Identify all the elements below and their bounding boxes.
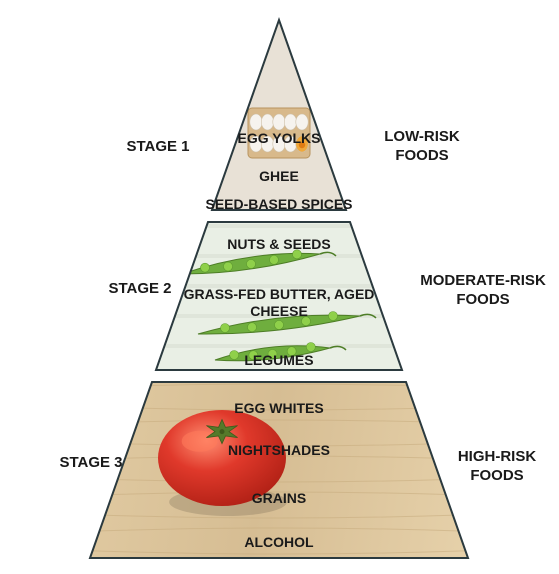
stage-label-3: STAGE 3	[46, 454, 136, 473]
food-item: LEGUMES	[244, 352, 313, 369]
risk-label-2: MODERATE-RISK FOODS	[418, 272, 548, 310]
food-item: GRASS-FED BUTTER, AGED CHEESE	[169, 286, 389, 320]
stage-label-1: STAGE 1	[118, 138, 198, 157]
food-item: NUTS & SEEDS	[227, 236, 330, 253]
food-item: EGG YOLKS	[238, 130, 321, 147]
food-item: ALCOHOL	[244, 534, 313, 551]
risk-label-3: HIGH-RISK FOODS	[442, 448, 552, 486]
risk-label-1: LOW-RISK FOODS	[362, 128, 482, 166]
food-item: GRAINS	[252, 490, 306, 507]
stage-label-2: STAGE 2	[100, 280, 180, 299]
food-item: NIGHTSHADES	[228, 442, 330, 459]
food-item: GHEE	[259, 168, 299, 185]
food-item: SEED-BASED SPICES	[205, 196, 352, 213]
food-item: EGG WHITES	[234, 400, 323, 417]
